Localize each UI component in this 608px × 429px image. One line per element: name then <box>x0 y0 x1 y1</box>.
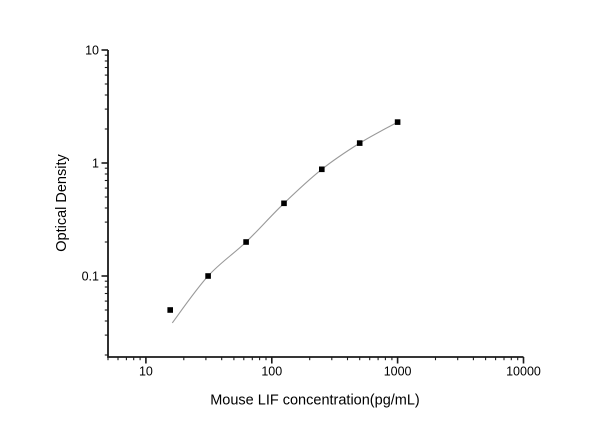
y-tick-label: 0.1 <box>82 269 99 283</box>
data-point-marker <box>243 239 249 245</box>
data-point-marker <box>319 166 325 173</box>
x-tick-label: 100 <box>261 365 282 379</box>
data-point-marker <box>394 119 401 125</box>
x-tick-label: 10 <box>139 365 153 379</box>
plot-graphics: 10 100 1000 10000 0.1 1 10 <box>82 43 541 378</box>
y-axis-title: Optical Density <box>54 154 70 252</box>
x-axis-title: Mouse LIF concentration(pg/mL) <box>210 393 420 409</box>
fit-curve-line <box>171 121 398 324</box>
x-tick-label: 1000 <box>384 365 412 379</box>
data-point-marker <box>281 200 287 207</box>
y-tick-label: 10 <box>85 43 99 57</box>
data-point-marker <box>167 307 173 313</box>
data-point-marker <box>356 140 363 146</box>
x-tick-label: 10000 <box>506 365 541 379</box>
data-point-marker <box>205 273 211 279</box>
y-tick-label: 1 <box>92 156 99 170</box>
